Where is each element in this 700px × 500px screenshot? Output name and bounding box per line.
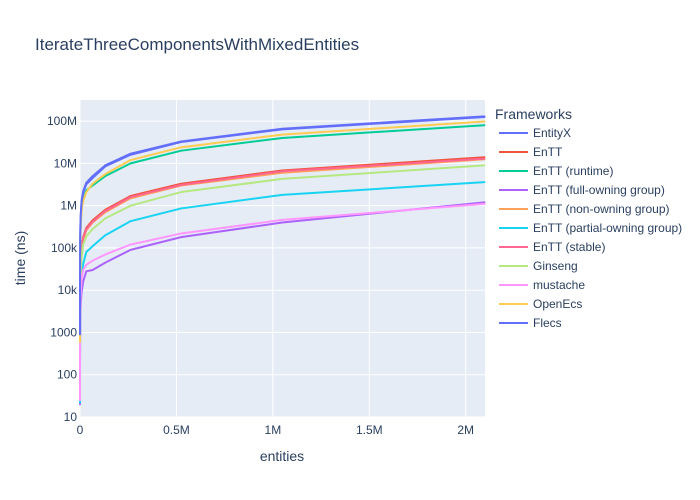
legend-label: EnTT (partial-owning group) xyxy=(533,221,682,235)
legend-label: EnTT (full-owning group) xyxy=(533,183,665,197)
legend-item[interactable]: EnTT (non-owning group) xyxy=(499,202,670,216)
legend-item[interactable]: EnTT (runtime) xyxy=(499,164,613,178)
legend-label: EntityX xyxy=(533,126,571,140)
y-tick-label: 1M xyxy=(60,199,77,213)
legend-label: EnTT (stable) xyxy=(533,240,605,254)
x-tick-label: 2M xyxy=(457,423,474,437)
x-axis-title: entities xyxy=(260,448,304,464)
x-tick-label: 1M xyxy=(265,423,282,437)
legend-item[interactable]: mustache xyxy=(499,278,585,292)
y-tick-label: 10M xyxy=(54,156,77,170)
legend-item[interactable]: EntityX xyxy=(499,126,571,140)
x-axis-ticks: 0 0.5M 1M 1.5M 2M xyxy=(77,423,474,437)
plot-area xyxy=(80,100,485,417)
legend-item[interactable]: EnTT (full-owning group) xyxy=(499,183,665,197)
y-tick-label: 100M xyxy=(47,114,77,128)
legend-item[interactable]: EnTT (partial-owning group) xyxy=(499,221,682,235)
legend-item[interactable]: Flecs xyxy=(499,316,562,330)
legend[interactable]: EntityX EnTT EnTT (runtime) EnTT (full-owni… xyxy=(499,126,682,330)
legend-label: EnTT (runtime) xyxy=(533,164,613,178)
x-tick-label: 0 xyxy=(77,423,84,437)
x-tick-label: 0.5M xyxy=(163,423,190,437)
y-tick-label: 100k xyxy=(51,241,78,255)
legend-label: mustache xyxy=(533,278,585,292)
x-tick-label: 1.5M xyxy=(356,423,383,437)
series-line-flecs xyxy=(79,116,486,336)
y-tick-label: 10 xyxy=(64,410,78,424)
legend-item[interactable]: OpenEcs xyxy=(499,297,582,311)
legend-label: EnTT xyxy=(533,145,563,159)
legend-label: EnTT (non-owning group) xyxy=(533,202,670,216)
legend-label: OpenEcs xyxy=(533,297,582,311)
chart-title: IterateThreeComponentsWithMixedEntities xyxy=(35,35,359,54)
legend-item[interactable]: EnTT xyxy=(499,145,563,159)
grid xyxy=(79,100,485,418)
series-lines xyxy=(79,115,486,406)
y-tick-label: 100 xyxy=(57,368,77,382)
legend-label: Flecs xyxy=(533,316,562,330)
legend-label: Ginseng xyxy=(533,259,578,273)
y-tick-label: 1000 xyxy=(50,325,77,339)
y-axis-ticks: 10 100 1000 10k 100k 1M 10M 100M xyxy=(47,114,78,424)
y-tick-label: 10k xyxy=(58,283,78,297)
legend-item[interactable]: Ginseng xyxy=(499,259,578,273)
y-axis-title: time (ns) xyxy=(12,231,28,285)
legend-title: Frameworks xyxy=(495,106,572,122)
legend-item[interactable]: EnTT (stable) xyxy=(499,240,605,254)
